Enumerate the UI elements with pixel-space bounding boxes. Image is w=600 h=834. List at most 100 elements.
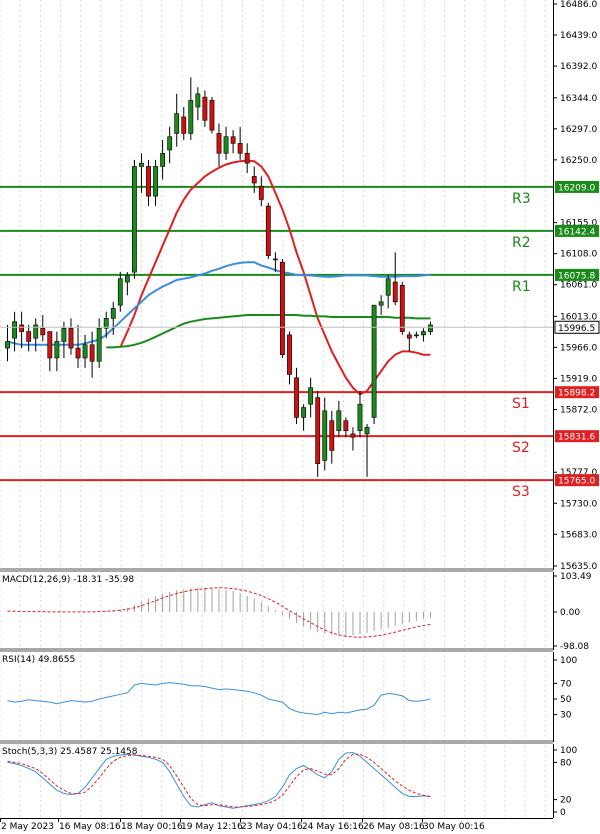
candle-body (103, 318, 109, 329)
candle-body (399, 285, 405, 332)
level-price-boxes: 16209.0 16142.4 16075.8 15898.2 15831.6 15765… (555, 180, 599, 487)
rsi-panel-divider (0, 740, 553, 744)
candle-body (350, 433, 356, 438)
level-price-label: 16075.8 (558, 271, 595, 281)
rsi-label: RSI(14) 49.8655 (2, 655, 75, 665)
panel-frames (0, 0, 554, 819)
price-tick-label: 16486.0 (560, 0, 597, 10)
level-price-label: 15831.6 (558, 433, 595, 443)
macd-indicator: 103.49 0.00 -98.08 (7, 572, 592, 652)
price-tick-label: 16155.0 (560, 219, 597, 229)
candle-body (357, 403, 363, 431)
current-price-box (554, 320, 600, 334)
candle-body (258, 185, 264, 200)
candle-body (174, 113, 180, 134)
candle-body (209, 100, 215, 131)
level-price-box (555, 268, 599, 281)
candle-body (195, 93, 201, 108)
candle-body (12, 321, 17, 339)
price-tick-label: 15966.0 (560, 343, 597, 353)
candle-body (61, 327, 67, 342)
ma-line-fast (119, 159, 431, 396)
candle-body (75, 347, 81, 359)
candle-body (160, 152, 166, 167)
level-price-label: 15898.2 (558, 389, 595, 399)
candle-body (406, 334, 412, 339)
price-tick-label: 15730.0 (560, 499, 597, 509)
candlesticks (5, 77, 433, 477)
candle-body (110, 308, 116, 319)
price-tick-label: 16013.0 (560, 312, 597, 322)
candle-body (413, 334, 419, 337)
candle-body (315, 397, 321, 464)
level-label-r1: R1 (512, 279, 531, 295)
candle-body (230, 136, 236, 144)
macd-signal-line (7, 587, 431, 638)
candle-body (343, 420, 349, 431)
pivot-levels: R3 R2 R1 S1 S2 S3 (0, 185, 553, 500)
stoch-tick-label: 100 (560, 746, 577, 756)
time-tick-label: 26 May 08:16 (363, 822, 425, 832)
level-price-box (555, 224, 599, 237)
ma-line-slow (106, 314, 431, 349)
candle-body (181, 116, 187, 134)
rsi-line (7, 682, 431, 716)
level-label-s1: S1 (512, 396, 530, 412)
candle-body (392, 281, 398, 303)
level-price-label: 16142.4 (558, 227, 595, 237)
candle-body (287, 334, 292, 375)
candle-body (96, 327, 102, 362)
candle-body (54, 341, 60, 359)
candle-body (153, 166, 158, 197)
macd-label: MACD(12,26,9) -18.31 -35.98 (2, 575, 134, 585)
level-price-box (555, 430, 599, 443)
candle-body (371, 304, 377, 418)
rsi-tick-label: 30 (560, 711, 572, 721)
grid-lines (0, 0, 546, 818)
candle-body (421, 331, 426, 336)
price-tick-label: 16250.0 (560, 156, 597, 166)
time-tick-label: 30 May 00:16 (423, 822, 485, 832)
candle-body (294, 377, 299, 418)
stoch-tick-label: 0 (560, 808, 566, 818)
level-label-r3: R3 (512, 191, 531, 207)
candle-body (244, 152, 250, 164)
candle-body (89, 344, 95, 362)
candle-body (322, 410, 328, 461)
candle-body (146, 166, 151, 197)
candle-body (251, 176, 257, 184)
stoch-tick-label: 80 (560, 758, 572, 768)
price-tick-label: 15777.0 (560, 468, 597, 478)
level-price-box (555, 386, 599, 399)
candle-body (124, 275, 130, 283)
time-tick-label: 18 May 00:16 (121, 822, 183, 832)
price-panel-divider (0, 568, 553, 572)
candle-body (272, 258, 278, 261)
time-tick-label: 23 May 04:16 (241, 822, 303, 832)
level-price-label: 15765.0 (558, 477, 595, 487)
candle-body (308, 387, 314, 405)
candle-body (216, 133, 222, 154)
candle-body (19, 324, 25, 332)
candle-body (202, 96, 208, 121)
level-price-label: 16209.0 (558, 183, 595, 193)
candle-body (336, 410, 342, 431)
candle-body (5, 341, 10, 349)
candle-body (329, 420, 335, 451)
moving-averages (7, 159, 431, 396)
macd-tick-label: -98.08 (560, 642, 589, 652)
stochastic-indicator: 100 80 20 0 (7, 746, 577, 818)
time-tick-label: 2 May 2023 (1, 822, 54, 832)
time-tick-label: 19 May 12:16 (181, 822, 243, 832)
price-tick-label: 16344.0 (560, 94, 597, 104)
price-tick-label: 16061.0 (560, 281, 597, 291)
time-tick-label: 24 May 16:16 (302, 822, 364, 832)
candle-body (33, 324, 39, 339)
candle-body (167, 136, 173, 151)
time-tick-label: 16 May 08:16 (59, 822, 121, 832)
candle-body (188, 100, 194, 134)
candle-body (301, 407, 307, 418)
current-price-marker: 15996.5 (0, 320, 600, 334)
level-price-box (555, 474, 599, 487)
candle-body (378, 301, 384, 306)
